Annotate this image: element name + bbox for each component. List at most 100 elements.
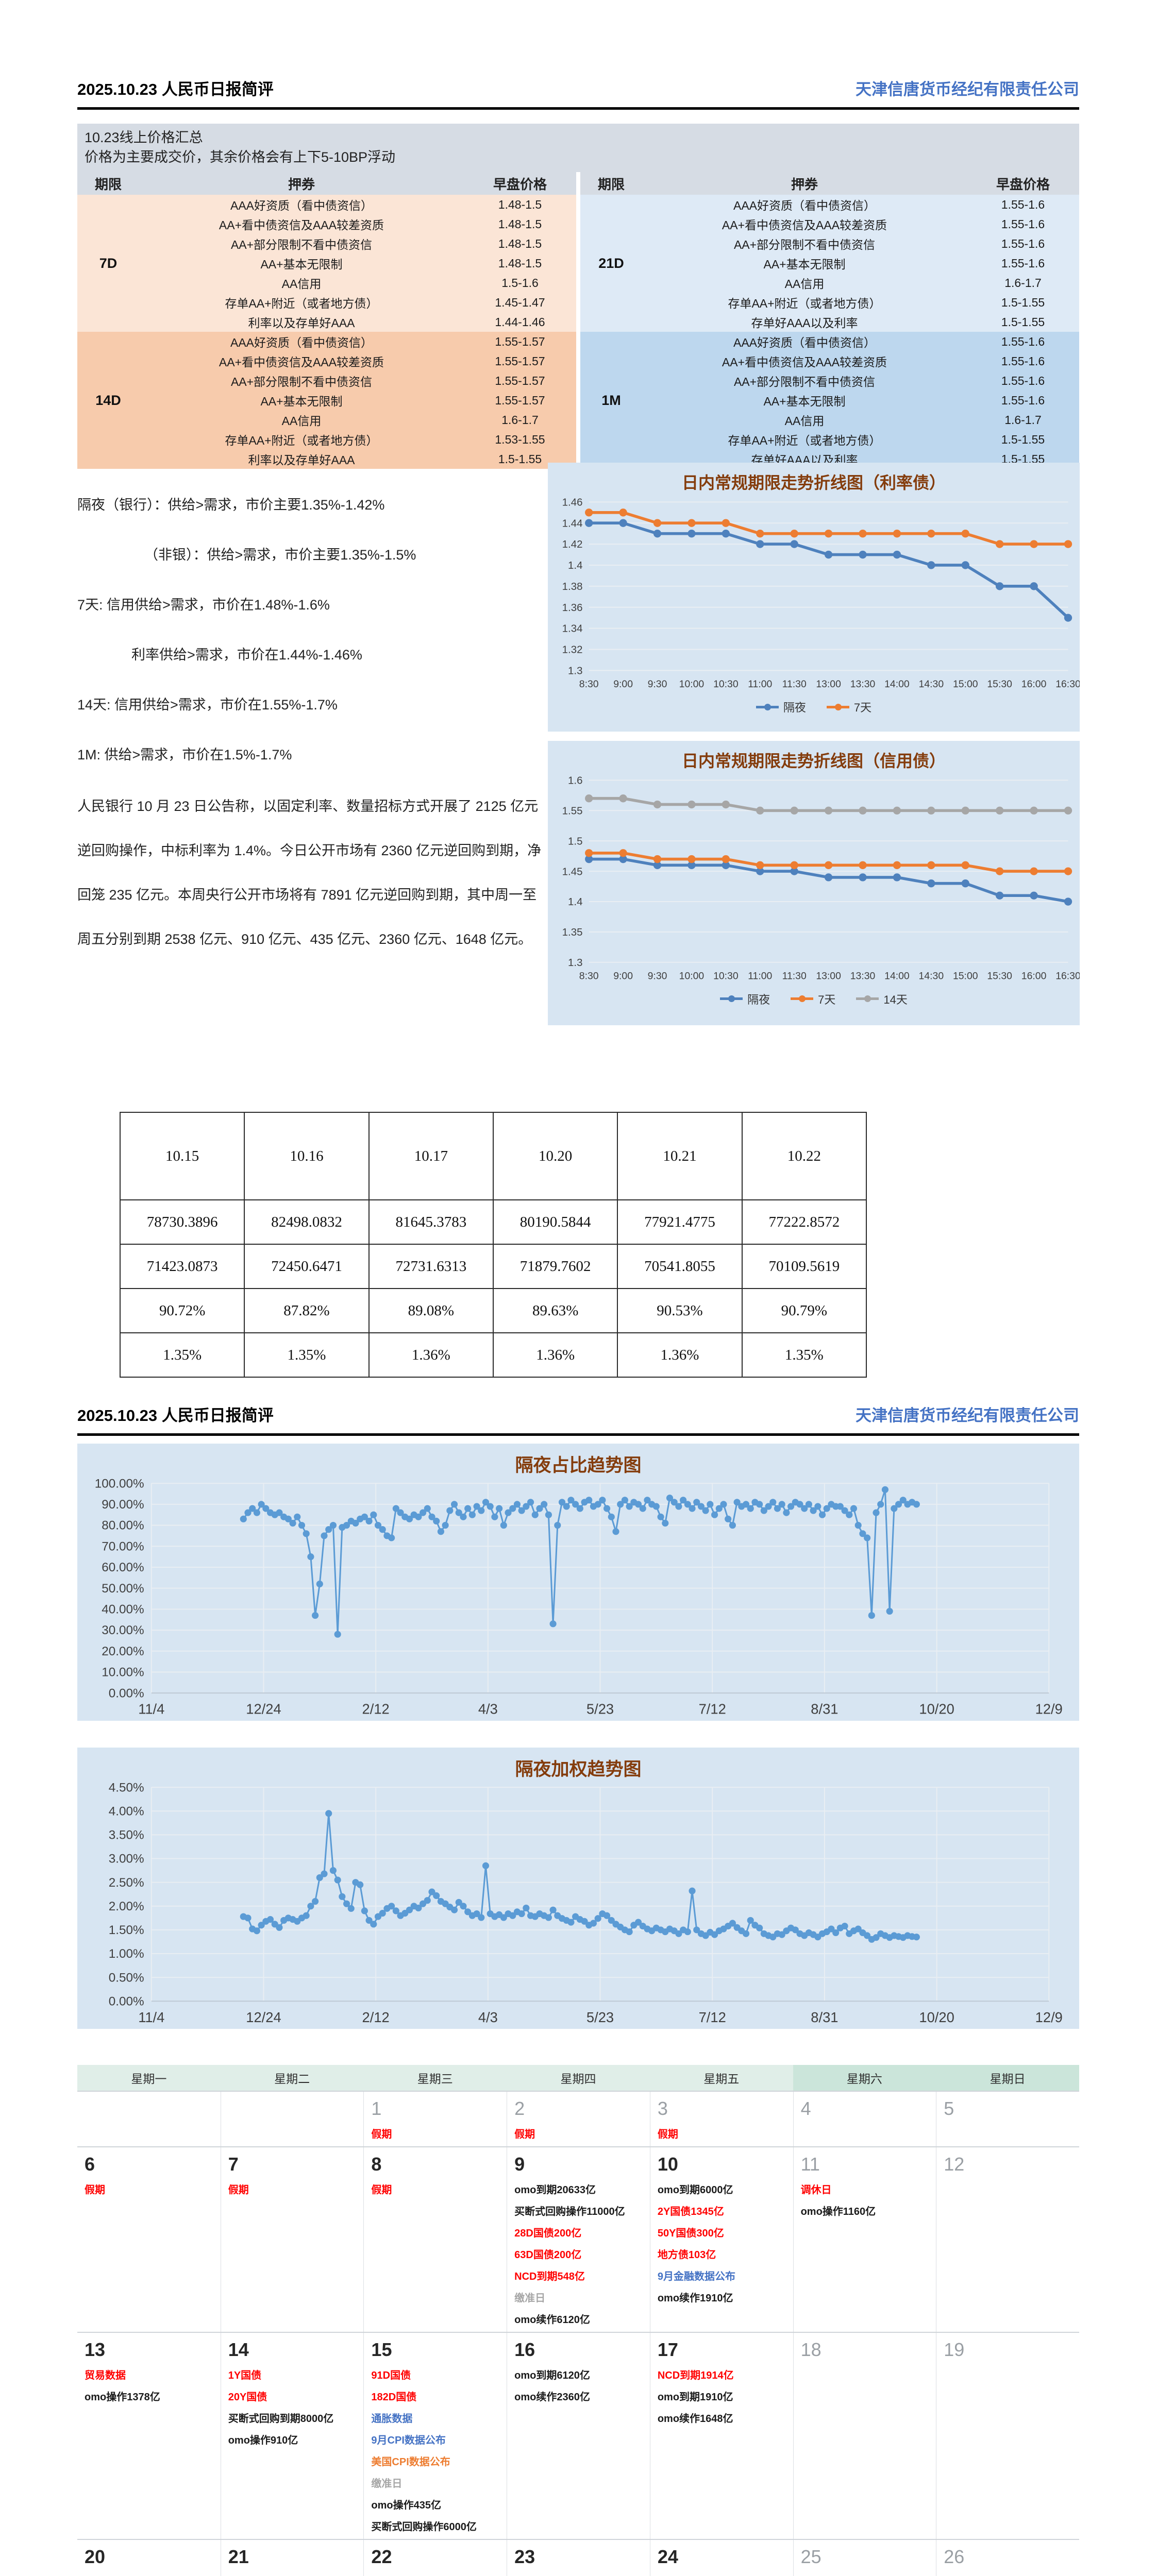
calendar-day-cell: 18 <box>793 2333 936 2539</box>
company-name: 天津信唐货币经纪有限责任公司 <box>856 1406 1079 1425</box>
calendar-day-cell: 23缴税申报T-2omo到期2360亿omo续作2125亿 <box>507 2540 650 2576</box>
svg-text:2.50%: 2.50% <box>109 1876 144 1890</box>
page-title: 2025.10.23 人民币日报简评 <box>77 80 274 98</box>
legend-label: 7天 <box>853 701 872 715</box>
svg-text:4.00%: 4.00% <box>109 1804 144 1818</box>
day-number: 12 <box>944 2154 965 2175</box>
calendar-day-cell <box>77 2092 221 2146</box>
commentary-line: （非银）：供给>需求，市价主要1.35%-1.5% <box>144 547 416 563</box>
table-cell: 81645.3783 <box>368 1199 494 1245</box>
price-cell: 1.6-1.7 <box>501 413 539 427</box>
calendar-event: 缴准日 <box>371 2478 403 2489</box>
calendar-event: omo操作435亿 <box>371 2500 442 2511</box>
table-cell: 10.16 <box>244 1112 370 1200</box>
svg-text:16:00: 16:00 <box>1021 971 1047 982</box>
table-cell: 80190.5844 <box>492 1199 618 1245</box>
svg-text:7/12: 7/12 <box>699 2009 726 2025</box>
svg-text:1.35: 1.35 <box>562 927 583 938</box>
column-header: 期限 <box>597 176 625 192</box>
calendar-day-cell <box>220 2092 364 2146</box>
day-number: 25 <box>800 2546 821 2567</box>
collateral-cell: AA+基本无限制 <box>763 395 846 408</box>
svg-text:11:30: 11:30 <box>782 971 807 982</box>
calendar-event: 2Y国债1345亿 <box>657 2206 724 2217</box>
table-row: 90.72% 87.82% 89.08% 89.63% 90.53% 90.79% <box>119 1288 867 1333</box>
svg-text:80.00%: 80.00% <box>102 1519 144 1533</box>
svg-text:1.46: 1.46 <box>562 497 583 509</box>
day-number: 5 <box>944 2098 954 2119</box>
collateral-cell: AA信用 <box>281 277 322 291</box>
price-cell: 1.5-1.55 <box>1001 315 1045 329</box>
svg-text:13:00: 13:00 <box>816 679 841 690</box>
collateral-cell: AA+部分限制不看中债资信 <box>230 375 373 388</box>
price-group: 7D AAA好资质（看中债资信） 1.48-1.5 AA+看中债资信及AAA较差资质 1… <box>77 195 576 332</box>
svg-text:20.00%: 20.00% <box>102 1645 144 1658</box>
svg-text:1.00%: 1.00% <box>109 1947 144 1961</box>
calendar-day-cell: 16 omo到期6120亿 omo续作2360亿 <box>507 2333 650 2539</box>
table-cell: 78730.3896 <box>119 1199 245 1245</box>
collateral-cell: AA+基本无限制 <box>260 395 343 408</box>
calendar-day-cell: 2 假期 <box>507 2092 650 2146</box>
collateral-cell: 利率以及存单好AAA <box>248 316 355 330</box>
day-number: 21 <box>228 2546 249 2567</box>
svg-text:12/24: 12/24 <box>246 2009 281 2025</box>
svg-text:13:30: 13:30 <box>850 971 876 982</box>
calendar-event: 假期 <box>371 2129 392 2140</box>
price-cell: 1.55-1.6 <box>1001 354 1045 368</box>
commentary-line: 14天: 信用供给>需求，市价在1.55%-1.7% <box>77 697 338 713</box>
collateral-cell: 存单AA+附近（或者地方债） <box>225 297 378 310</box>
price-cell: 1.48-1.5 <box>498 197 542 211</box>
svg-text:10:00: 10:00 <box>679 971 705 982</box>
table-cell: 10.20 <box>492 1112 618 1200</box>
header-divider <box>77 107 1079 110</box>
calendar-week-row: 6 假期 7 假期 8 假期 9 omo到期20633亿 买断式回购操作11000亿 28D国债2… <box>77 2146 1079 2332</box>
svg-text:14:00: 14:00 <box>884 679 910 690</box>
price-cell: 1.6-1.7 <box>1004 413 1042 427</box>
calendar-event: 假期 <box>657 2129 678 2140</box>
table-row: 78730.3896 82498.0832 81645.3783 80190.5844… <box>119 1199 867 1245</box>
table-cell: 1.35% <box>244 1332 370 1378</box>
price-group: 21D AAA好资质（看中债资信） 1.55-1.6 AA+看中债资信及AAA较差资质… <box>580 195 1079 332</box>
chart-panel-overnight-share: 隔夜占比趋势图 11/4 12/24 2/12 4/3 5/23 7/12 8/31 10/2… <box>77 1444 1079 1721</box>
calendar-day-cell: 21NCD到期2277亿omo到期910亿omo续作1595亿 <box>220 2540 364 2576</box>
svg-text:14:30: 14:30 <box>919 971 944 982</box>
chart-title: 隔夜加权趋势图 <box>515 1759 642 1780</box>
svg-text:1.4: 1.4 <box>568 560 582 571</box>
day-number: 16 <box>514 2339 535 2360</box>
collateral-cell: AA+看中债资信及AAA较差资质 <box>219 355 384 369</box>
calendar-day-cell: 15 91D国债 182D国债 通胀数据 9月CPI数据公布 美国CPI数据公布 缴准日 om… <box>363 2333 507 2539</box>
table-cell: 10.17 <box>368 1112 494 1200</box>
day-number: 15 <box>371 2339 392 2360</box>
table-row: 1.35% 1.35% 1.36% 1.36% 1.36% 1.35% <box>119 1332 867 1378</box>
calendar-day-cell: 9 omo到期20633亿 买断式回购操作11000亿 28D国债200亿 63D国债2… <box>507 2147 650 2332</box>
svg-text:9:00: 9:00 <box>613 971 633 982</box>
svg-text:14:30: 14:30 <box>919 679 944 690</box>
day-number: 9 <box>514 2154 525 2175</box>
calendar-event: 9月金融数据公布 <box>657 2271 735 2282</box>
collateral-cell: AA+基本无限制 <box>260 258 343 271</box>
day-number: 26 <box>944 2546 965 2567</box>
company-name: 天津信唐货币经纪有限责任公司 <box>856 80 1079 98</box>
day-number: 22 <box>371 2546 392 2567</box>
page2-header: 2025.10.23 人民币日报简评 天津信唐货币经纪有限责任公司 <box>77 1402 1079 1426</box>
omo-commentary: 人民银行 10 月 23 日公告称，以固定利率、数量招标方式开展了 2125 亿… <box>77 799 542 947</box>
svg-text:10/20: 10/20 <box>919 2009 954 2025</box>
price-cell: 1.55-1.57 <box>495 393 545 407</box>
calendar-day-cell: 1 假期 <box>363 2092 507 2146</box>
price-table-7d-14d: 期限 押券 早盘价格 7D AAA好资质（看中债资信） 1.48-1.5 AA+看中债资信及… <box>77 172 576 469</box>
calendar-event: omo续作6120亿 <box>514 2314 590 2326</box>
svg-text:7/12: 7/12 <box>699 1701 726 1717</box>
calendar-event: 买断式回购操作11000亿 <box>514 2206 625 2217</box>
table-cell: 1.35% <box>741 1332 867 1378</box>
legend-item: 14天 <box>856 991 908 1007</box>
table-cell: 89.63% <box>492 1288 618 1333</box>
svg-text:2/12: 2/12 <box>362 1701 390 1717</box>
collateral-cell: AA+看中债资信及AAA较差资质 <box>219 218 384 232</box>
legend-item: 7天 <box>791 991 835 1007</box>
rate-bond-line-chart: 1.46 1.44 1.42 1.4 1.38 1.36 1.34 1.32 1.3 8:30 9:… <box>548 494 1080 697</box>
svg-text:0.50%: 0.50% <box>109 1971 144 1985</box>
collateral-cell: 存单AA+附近（或者地方债） <box>728 434 881 447</box>
collateral-cell: 存单好AAA以及利率 <box>751 316 858 330</box>
calendar-event: omo续作1910亿 <box>657 2293 733 2304</box>
